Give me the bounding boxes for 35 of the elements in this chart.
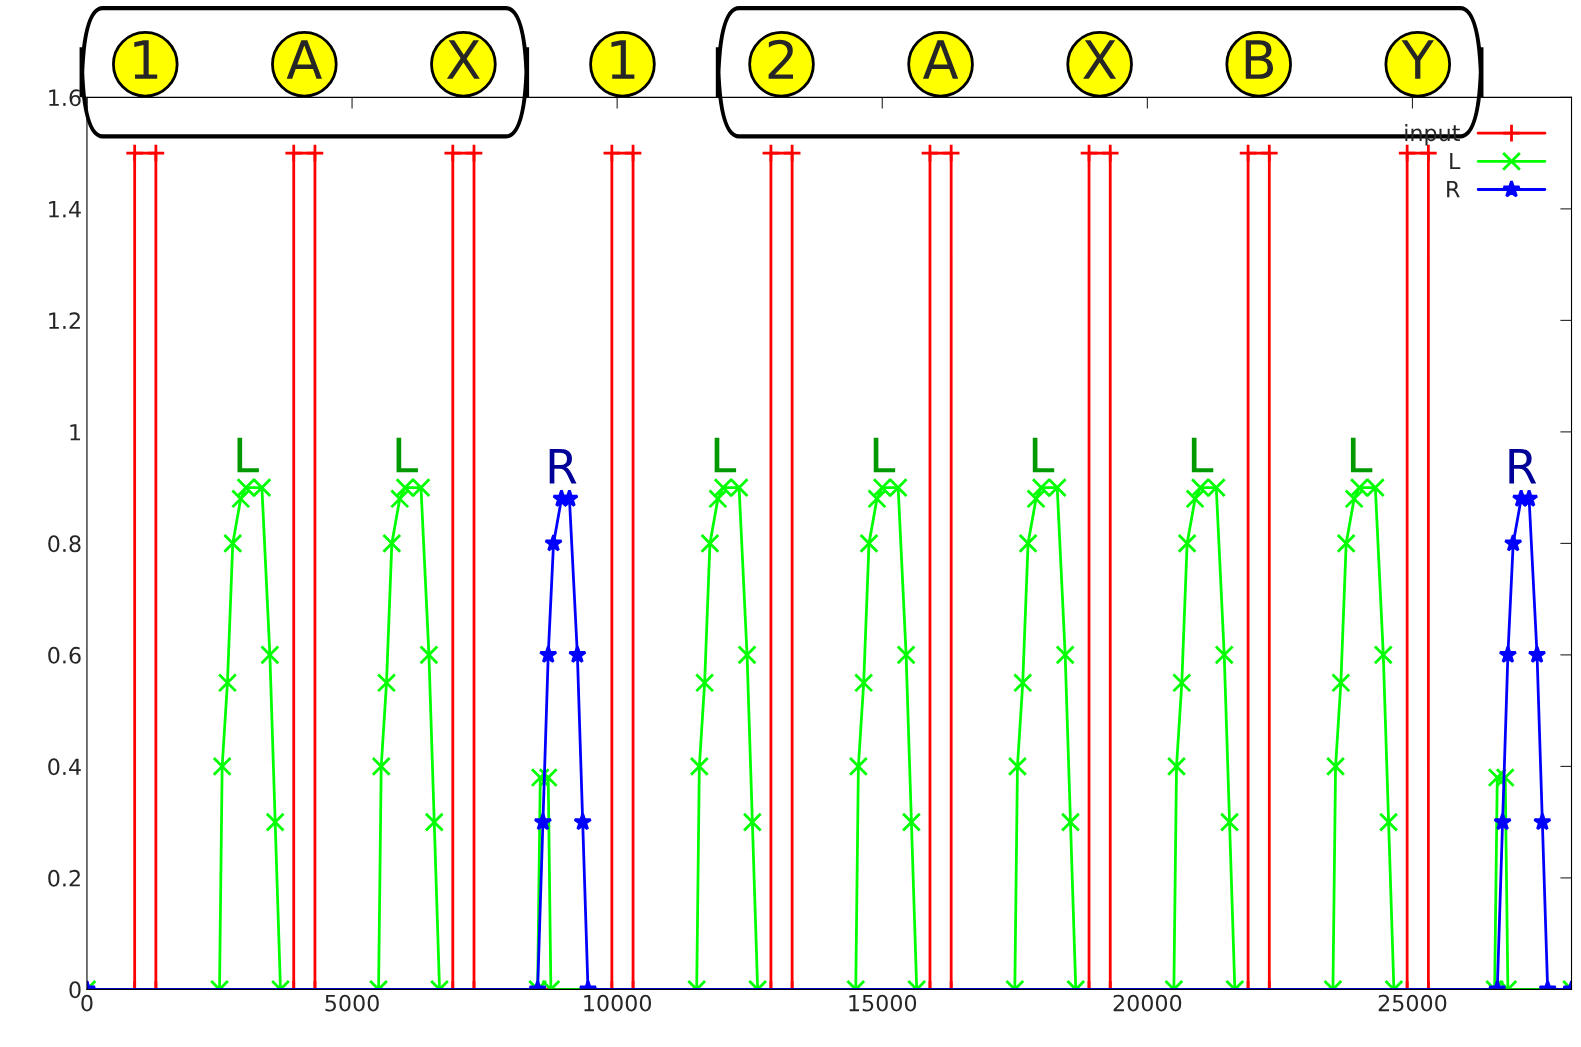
annotation: A (922, 40, 959, 79)
y-tick-label: 1.6 (49, 89, 81, 107)
annotation: 1 (134, 40, 158, 79)
x-tick-label: 25000 (1378, 994, 1447, 1012)
annotation: A (286, 40, 322, 79)
annotation: L (1191, 437, 1214, 473)
y-tick-label: 1 (70, 424, 81, 441)
annotation: B (1245, 40, 1274, 79)
annotation: X (446, 40, 480, 79)
annotation: R (549, 448, 577, 484)
y-tick-label: 1.4 (49, 201, 81, 218)
x-tick-label: 5000 (325, 994, 379, 1012)
x-tick-label: 20000 (1113, 994, 1182, 1012)
annotation: L (237, 437, 259, 473)
y-tick-label: 1.2 (49, 312, 80, 329)
y-tick-label: 0.6 (48, 646, 81, 664)
x-tick-label: 15000 (849, 994, 917, 1012)
y-tick-label: 0.4 (48, 758, 81, 776)
x-tick-label: 10000 (584, 994, 652, 1012)
annotation: R (1509, 448, 1537, 484)
annotation: 1 (611, 40, 635, 79)
x-tick-label: 0 (81, 994, 93, 1012)
annotation: L (1032, 437, 1055, 473)
annotation: L (1350, 437, 1373, 473)
annotation: X (1083, 40, 1117, 79)
y-tick-label: 0.2 (48, 869, 80, 887)
annotation: Y (1401, 40, 1434, 79)
y-tick-label: 0 (69, 981, 81, 999)
legend-label: R (1447, 181, 1460, 198)
annotation: L (714, 437, 737, 473)
annotation: L (873, 437, 896, 473)
annotation: 2 (768, 39, 794, 79)
y-tick-label: 0.8 (48, 535, 81, 553)
annotation: L (396, 437, 418, 473)
legend-label: L (1450, 152, 1461, 170)
